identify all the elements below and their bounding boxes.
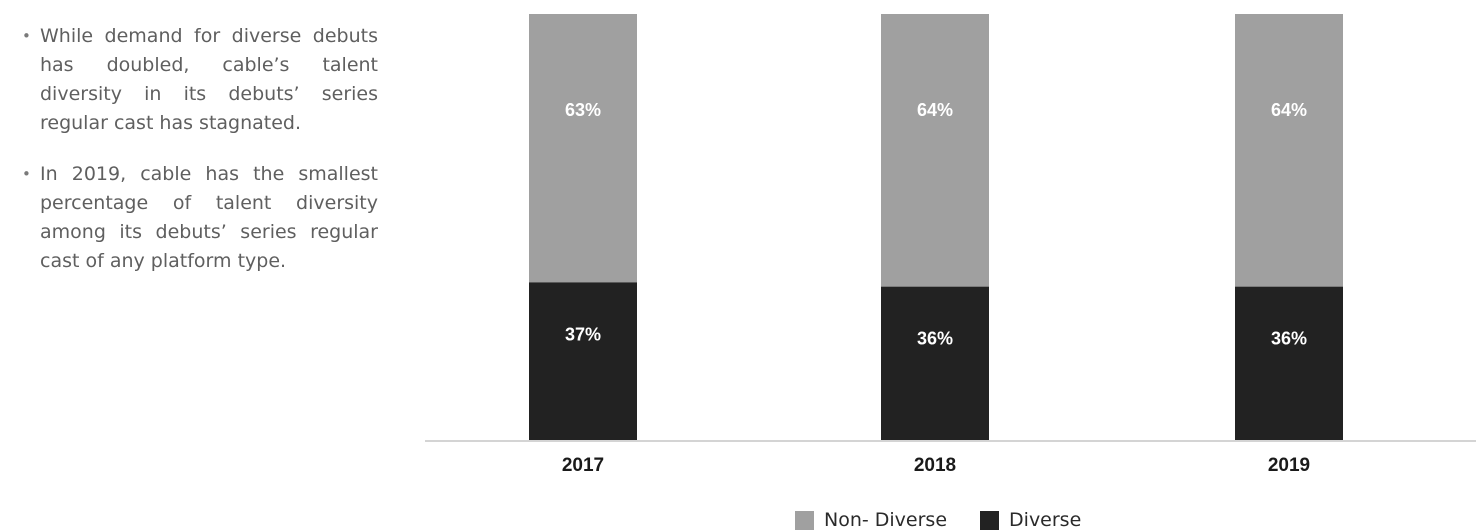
data-label-non-diverse-2017: 63%	[565, 100, 601, 120]
legend-item-non-diverse: Non- Diverse	[795, 509, 947, 531]
x-tick-label-2018: 2018	[914, 455, 956, 476]
legend: Non- Diverse Diverse	[795, 509, 1114, 531]
bar-non-diverse-2018	[881, 14, 989, 287]
notes-list: While demand for diverse debuts has doub…	[22, 22, 378, 298]
note-item: In 2019, cable has the smallest percenta…	[22, 160, 378, 276]
bars-group: 63% 37% 64% 36% 64% 36%	[529, 14, 1343, 440]
bar-diverse-2018	[881, 286, 989, 440]
data-label-diverse-2019: 36%	[1271, 329, 1307, 349]
data-label-non-diverse-2019: 64%	[1271, 100, 1307, 120]
data-label-diverse-2017: 37%	[565, 324, 601, 344]
category-labels: 2017 2018 2019	[562, 455, 1310, 476]
bar-non-diverse-2017	[529, 14, 637, 283]
x-tick-label-2017: 2017	[562, 455, 604, 476]
bar-diverse-2017	[529, 282, 637, 440]
legend-swatch-non-diverse	[795, 510, 814, 530]
legend-item-diverse: Diverse	[980, 509, 1081, 531]
note-item: While demand for diverse debuts has doub…	[22, 22, 378, 138]
bar-non-diverse-2019	[1235, 14, 1343, 287]
legend-label-diverse: Diverse	[1009, 509, 1082, 531]
data-label-diverse-2018: 36%	[917, 329, 953, 349]
bar-diverse-2019	[1235, 286, 1343, 440]
legend-label-non-diverse: Non- Diverse	[824, 509, 948, 531]
data-label-non-diverse-2018: 64%	[917, 100, 953, 120]
legend-swatch-diverse	[980, 510, 1000, 530]
x-tick-label-2019: 2019	[1268, 455, 1310, 476]
